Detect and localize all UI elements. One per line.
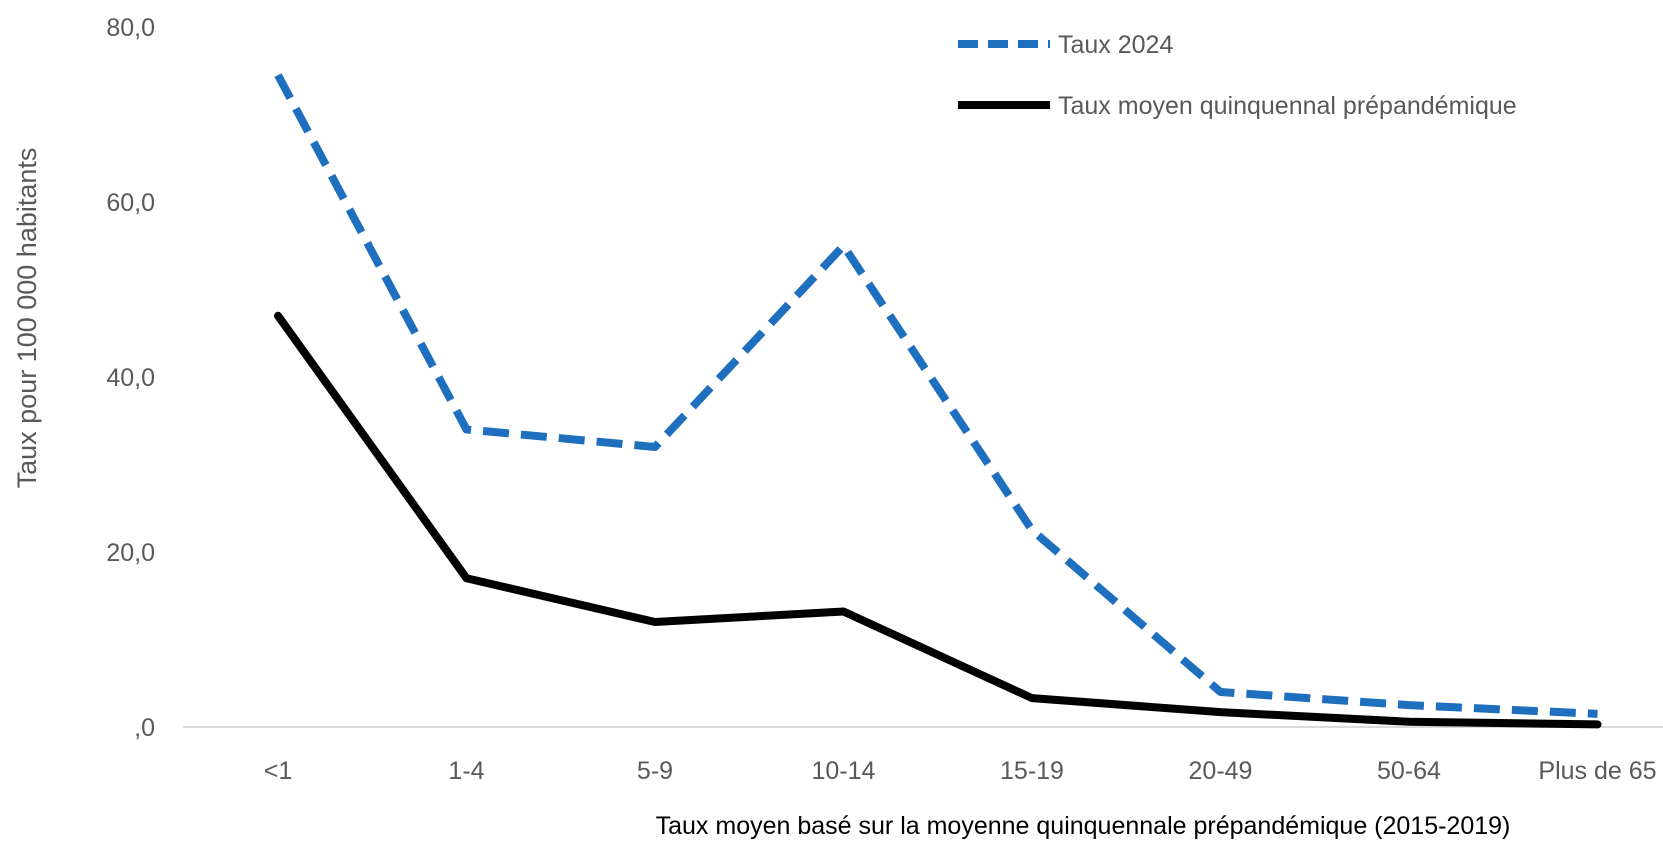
x-tick-label: 5-9 bbox=[637, 757, 673, 785]
legend-item-taux-moyen: Taux moyen quinquennal prépandémique bbox=[958, 92, 1517, 120]
series-taux-2024 bbox=[274, 73, 1598, 718]
x-tick-label: Plus de 65 bbox=[1538, 757, 1656, 785]
y-tick-label: 40,0 bbox=[106, 364, 155, 392]
x-axis-title: Taux moyen basé sur la moyenne quinquenn… bbox=[656, 812, 1511, 840]
legend-item-taux-2024: Taux 2024 bbox=[958, 31, 1173, 59]
x-tick-label: 20-49 bbox=[1189, 757, 1253, 785]
x-tick-label: 50-64 bbox=[1377, 757, 1441, 785]
x-axis-ticks: <1 1-4 5-9 10-14 15-19 20-49 50-64 Plus de 65 bbox=[264, 757, 1657, 785]
y-tick-label: 80,0 bbox=[106, 14, 155, 42]
x-tick-label: 15-19 bbox=[1000, 757, 1064, 785]
x-tick-label: <1 bbox=[264, 757, 293, 785]
series-taux-moyen-quinquennal-pr-pand-mique bbox=[274, 311, 1602, 729]
series-line-taux-2024 bbox=[274, 73, 1598, 718]
x-tick-label: 1-4 bbox=[448, 757, 484, 785]
legend-label-taux-moyen: Taux moyen quinquennal prépandémique bbox=[1058, 92, 1517, 120]
y-tick-label: 60,0 bbox=[106, 189, 155, 217]
series-layer bbox=[274, 73, 1602, 729]
x-tick-label: 10-14 bbox=[812, 757, 876, 785]
legend-label-taux-2024: Taux 2024 bbox=[1058, 31, 1173, 59]
y-tick-label: 20,0 bbox=[106, 539, 155, 567]
series-line-taux-moyen-quinquennal-pr-pand-mique bbox=[274, 311, 1602, 729]
y-axis-ticks: ,0 20,0 40,0 60,0 80,0 bbox=[106, 14, 155, 742]
y-axis-title: Taux pour 100 000 habitants bbox=[12, 148, 42, 489]
y-tick-label: ,0 bbox=[134, 714, 155, 742]
legend: Taux 2024 Taux moyen quinquennal prépand… bbox=[958, 31, 1517, 120]
